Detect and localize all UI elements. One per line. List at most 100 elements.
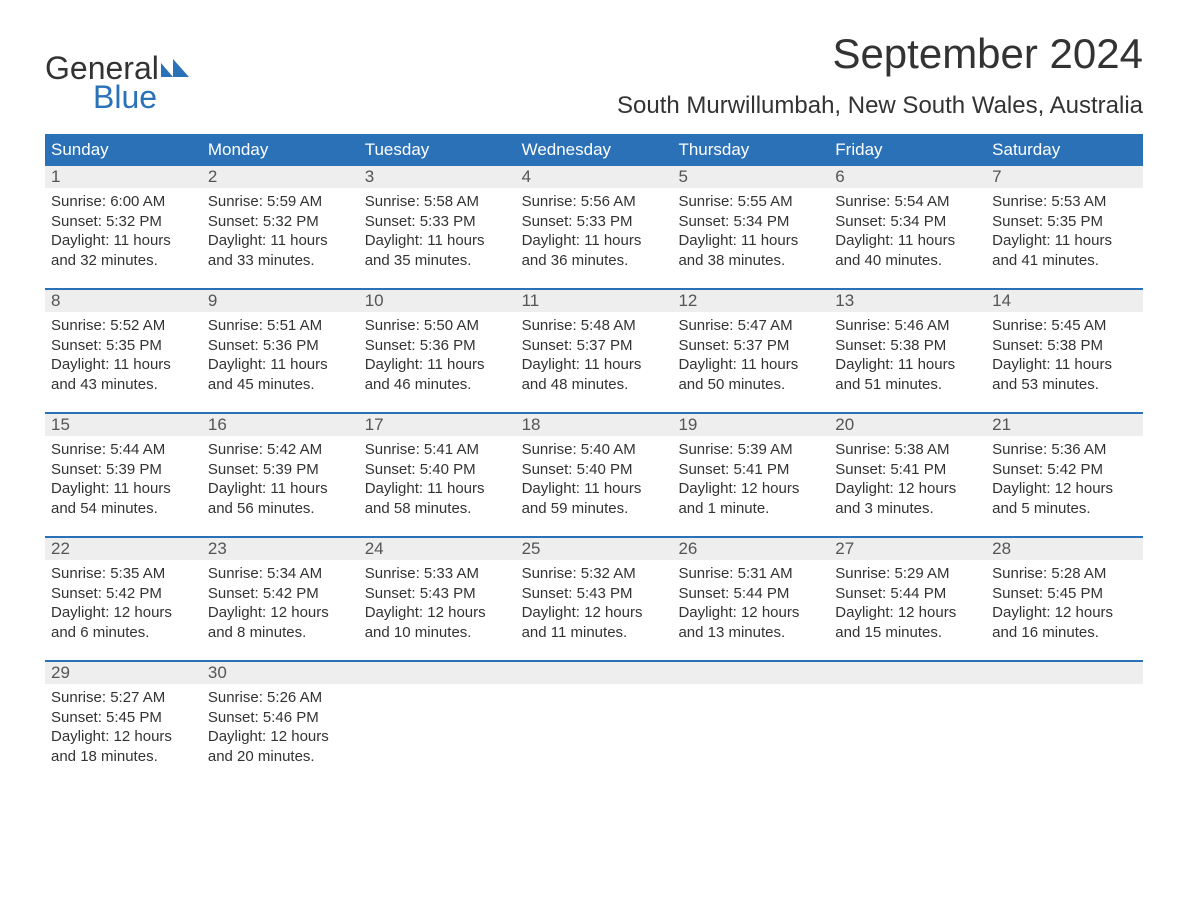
calendar-day-cell: . [516,662,673,784]
date-number: 8 [45,290,202,312]
daylight2-text: and 51 minutes. [835,375,980,395]
daylight1-text: Daylight: 11 hours [51,355,196,375]
daylight2-text: and 5 minutes. [992,499,1137,519]
daylight2-text: and 10 minutes. [365,623,510,643]
daylight1-text: Daylight: 12 hours [522,603,667,623]
date-number: 13 [829,290,986,312]
day-details: Sunrise: 5:53 AMSunset: 5:35 PMDaylight:… [992,192,1137,270]
date-number: 17 [359,414,516,436]
sunrise-text: Sunrise: 5:45 AM [992,316,1137,336]
header: General Blue September 2024 South Murwil… [45,30,1143,130]
sunrise-text: Sunrise: 5:50 AM [365,316,510,336]
sunrise-text: Sunrise: 5:29 AM [835,564,980,584]
sunrise-text: Sunrise: 5:54 AM [835,192,980,212]
date-number: 28 [986,538,1143,560]
date-number: 27 [829,538,986,560]
daylight2-text: and 40 minutes. [835,251,980,271]
daylight2-text: and 50 minutes. [678,375,823,395]
date-number: 24 [359,538,516,560]
date-number: 25 [516,538,673,560]
date-number: 10 [359,290,516,312]
calendar-day-cell: 8Sunrise: 5:52 AMSunset: 5:35 PMDaylight… [45,290,202,412]
daylight2-text: and 3 minutes. [835,499,980,519]
calendar-day-cell: 6Sunrise: 5:54 AMSunset: 5:34 PMDaylight… [829,166,986,288]
sunrise-text: Sunrise: 5:56 AM [522,192,667,212]
day-details: Sunrise: 5:51 AMSunset: 5:36 PMDaylight:… [208,316,353,394]
sunrise-text: Sunrise: 5:55 AM [678,192,823,212]
day-details: Sunrise: 6:00 AMSunset: 5:32 PMDaylight:… [51,192,196,270]
sunset-text: Sunset: 5:32 PM [208,212,353,232]
daylight2-text: and 6 minutes. [51,623,196,643]
sunrise-text: Sunrise: 5:28 AM [992,564,1137,584]
day-details: Sunrise: 5:34 AMSunset: 5:42 PMDaylight:… [208,564,353,642]
date-number: 15 [45,414,202,436]
calendar: Sunday Monday Tuesday Wednesday Thursday… [45,134,1143,784]
calendar-day-cell: 19Sunrise: 5:39 AMSunset: 5:41 PMDayligh… [672,414,829,536]
date-number: 16 [202,414,359,436]
daylight1-text: Daylight: 11 hours [51,231,196,251]
daylight2-text: and 36 minutes. [522,251,667,271]
calendar-day-cell: 26Sunrise: 5:31 AMSunset: 5:44 PMDayligh… [672,538,829,660]
day-details: Sunrise: 5:55 AMSunset: 5:34 PMDaylight:… [678,192,823,270]
day-details: Sunrise: 5:54 AMSunset: 5:34 PMDaylight:… [835,192,980,270]
sunset-text: Sunset: 5:41 PM [835,460,980,480]
brand-word2: Blue [93,79,189,116]
calendar-week-row: 22Sunrise: 5:35 AMSunset: 5:42 PMDayligh… [45,536,1143,660]
date-number: 29 [45,662,202,684]
weekday-label: Monday [202,134,359,166]
sunrise-text: Sunrise: 5:31 AM [678,564,823,584]
daylight2-text: and 41 minutes. [992,251,1137,271]
day-details: Sunrise: 5:35 AMSunset: 5:42 PMDaylight:… [51,564,196,642]
calendar-day-cell: 28Sunrise: 5:28 AMSunset: 5:45 PMDayligh… [986,538,1143,660]
day-details: Sunrise: 5:27 AMSunset: 5:45 PMDaylight:… [51,688,196,766]
date-number: 26 [672,538,829,560]
daylight2-text: and 13 minutes. [678,623,823,643]
sunrise-text: Sunrise: 5:42 AM [208,440,353,460]
calendar-day-cell: 25Sunrise: 5:32 AMSunset: 5:43 PMDayligh… [516,538,673,660]
brand-logo: General Blue [45,50,189,116]
date-number: 20 [829,414,986,436]
sunset-text: Sunset: 5:38 PM [992,336,1137,356]
date-number: 7 [986,166,1143,188]
calendar-day-cell: 11Sunrise: 5:48 AMSunset: 5:37 PMDayligh… [516,290,673,412]
day-details: Sunrise: 5:58 AMSunset: 5:33 PMDaylight:… [365,192,510,270]
sunrise-text: Sunrise: 5:39 AM [678,440,823,460]
daylight2-text: and 54 minutes. [51,499,196,519]
sunset-text: Sunset: 5:37 PM [522,336,667,356]
sunset-text: Sunset: 5:46 PM [208,708,353,728]
daylight1-text: Daylight: 11 hours [208,479,353,499]
daylight1-text: Daylight: 11 hours [835,231,980,251]
calendar-day-cell: 18Sunrise: 5:40 AMSunset: 5:40 PMDayligh… [516,414,673,536]
date-number: 2 [202,166,359,188]
calendar-day-cell: 27Sunrise: 5:29 AMSunset: 5:44 PMDayligh… [829,538,986,660]
calendar-day-cell: 12Sunrise: 5:47 AMSunset: 5:37 PMDayligh… [672,290,829,412]
date-number: . [672,662,829,684]
calendar-day-cell: . [672,662,829,784]
daylight2-text: and 16 minutes. [992,623,1137,643]
sunset-text: Sunset: 5:32 PM [51,212,196,232]
day-details: Sunrise: 5:26 AMSunset: 5:46 PMDaylight:… [208,688,353,766]
daylight1-text: Daylight: 12 hours [365,603,510,623]
date-number: 1 [45,166,202,188]
day-details: Sunrise: 5:40 AMSunset: 5:40 PMDaylight:… [522,440,667,518]
calendar-day-cell: 21Sunrise: 5:36 AMSunset: 5:42 PMDayligh… [986,414,1143,536]
daylight2-text: and 38 minutes. [678,251,823,271]
daylight1-text: Daylight: 11 hours [365,479,510,499]
daylight1-text: Daylight: 11 hours [678,355,823,375]
title-block: September 2024 South Murwillumbah, New S… [617,30,1143,130]
daylight2-text: and 45 minutes. [208,375,353,395]
day-details: Sunrise: 5:59 AMSunset: 5:32 PMDaylight:… [208,192,353,270]
calendar-day-cell: . [359,662,516,784]
sunset-text: Sunset: 5:33 PM [365,212,510,232]
daylight1-text: Daylight: 12 hours [835,479,980,499]
date-number: 19 [672,414,829,436]
sunrise-text: Sunrise: 5:41 AM [365,440,510,460]
date-number: . [359,662,516,684]
calendar-day-cell: 1 Sunrise: 6:00 AMSunset: 5:32 PMDaylight… [45,166,202,288]
date-number: 14 [986,290,1143,312]
date-number: 5 [672,166,829,188]
calendar-day-cell: 3Sunrise: 5:58 AMSunset: 5:33 PMDaylight… [359,166,516,288]
daylight2-text: and 20 minutes. [208,747,353,767]
day-details: Sunrise: 5:42 AMSunset: 5:39 PMDaylight:… [208,440,353,518]
sunset-text: Sunset: 5:43 PM [365,584,510,604]
